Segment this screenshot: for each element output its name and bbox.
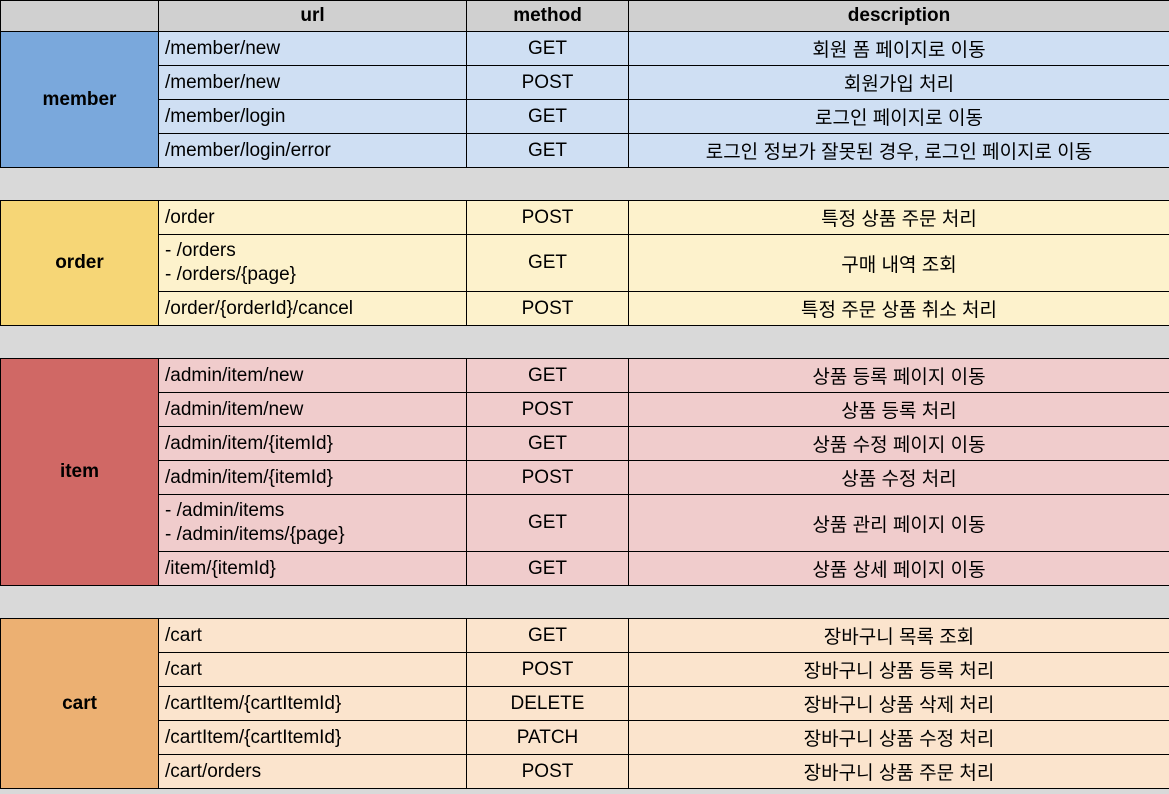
table-row: /admin/item/new POST 상품 등록 처리 [1, 392, 1169, 427]
url-cell: /cart [158, 652, 467, 687]
table-row: /admin/item/{itemId} POST 상품 수정 처리 [1, 460, 1169, 495]
method-cell: GET [466, 31, 629, 66]
method-cell: PATCH [466, 720, 629, 755]
description-cell: 장바구니 상품 삭제 처리 [628, 686, 1169, 721]
url-cell: - /orders - /orders/{page} [158, 234, 467, 292]
url-cell: /cartItem/{cartItemId} [158, 720, 467, 755]
method-cell: GET [466, 133, 629, 168]
table-row: /member/login GET 로그인 페이지로 이동 [1, 99, 1169, 134]
url-cell: /admin/item/{itemId} [158, 426, 467, 461]
method-cell: GET [466, 551, 629, 586]
description-cell: 장바구니 상품 등록 처리 [628, 652, 1169, 687]
table-row: /member/login/error GET 로그인 정보가 잘못된 경우, … [1, 133, 1169, 168]
description-cell: 상품 수정 페이지 이동 [628, 426, 1169, 461]
description-cell: 로그인 페이지로 이동 [628, 99, 1169, 134]
group-spacer [0, 325, 1169, 359]
description-cell: 상품 수정 처리 [628, 460, 1169, 495]
url-cell: /cartItem/{cartItemId} [158, 686, 467, 721]
url-cell: /member/new [158, 31, 467, 66]
group-label-cart: cart [0, 618, 159, 789]
description-cell: 구매 내역 조회 [628, 234, 1169, 292]
description-cell: 상품 등록 페이지 이동 [628, 358, 1169, 393]
url-cell: /cart [158, 618, 467, 653]
header-method: method [466, 0, 629, 32]
table-row: - /admin/items - /admin/items/{page} GET… [1, 494, 1169, 552]
table-row: /cart POST 장바구니 상품 등록 처리 [1, 652, 1169, 687]
method-cell: POST [466, 65, 629, 100]
description-cell: 상품 관리 페이지 이동 [628, 494, 1169, 552]
description-cell: 상품 상세 페이지 이동 [628, 551, 1169, 586]
method-cell: POST [466, 652, 629, 687]
table-row: /order/{orderId}/cancel POST 특정 주문 상품 취소… [1, 291, 1169, 326]
description-cell: 로그인 정보가 잘못된 경우, 로그인 페이지로 이동 [628, 133, 1169, 168]
description-cell: 장바구니 상품 주문 처리 [628, 754, 1169, 789]
table-row: - /orders - /orders/{page} GET 구매 내역 조회 [1, 234, 1169, 292]
url-cell: /admin/item/new [158, 392, 467, 427]
table-row: /cartItem/{cartItemId} DELETE 장바구니 상품 삭제… [1, 686, 1169, 721]
header-row: url method description [0, 0, 1169, 32]
table-row: /admin/item/{itemId} GET 상품 수정 페이지 이동 [1, 426, 1169, 461]
method-cell: GET [466, 358, 629, 393]
url-cell: /cart/orders [158, 754, 467, 789]
url-cell: /order/{orderId}/cancel [158, 291, 467, 326]
url-cell: /order [158, 200, 467, 235]
description-cell: 회원 폼 페이지로 이동 [628, 31, 1169, 66]
table-row: /cart/orders POST 장바구니 상품 주문 처리 [1, 754, 1169, 789]
url-line: - /orders/{page} [165, 264, 296, 285]
table-row: item /admin/item/new GET 상품 등록 페이지 이동 [0, 358, 1169, 586]
table-row: member /member/new GET 회원 폼 페이지로 이동 [0, 31, 1169, 168]
url-line: - /orders [165, 240, 236, 261]
header-url: url [158, 0, 467, 32]
url-cell: /admin/item/{itemId} [158, 460, 467, 495]
table-row: order /order POST 특정 상품 주문 처리 [0, 200, 1169, 326]
method-cell: GET [466, 494, 629, 552]
method-cell: GET [466, 618, 629, 653]
table-row: /member/new POST 회원가입 처리 [1, 65, 1169, 100]
table-row: cart /cart GET 장바구니 목록 조회 [0, 618, 1169, 789]
description-cell: 특정 주문 상품 취소 처리 [628, 291, 1169, 326]
url-cell: /member/login/error [158, 133, 467, 168]
table-row: /cartItem/{cartItemId} PATCH 장바구니 상품 수정 … [1, 720, 1169, 755]
method-cell: POST [466, 392, 629, 427]
url-cell: /admin/item/new [158, 358, 467, 393]
header-description: description [628, 0, 1169, 32]
url-line: - /admin/items/{page} [165, 524, 345, 545]
group-spacer [0, 585, 1169, 619]
group-label-item: item [0, 358, 159, 586]
url-cell: - /admin/items - /admin/items/{page} [158, 494, 467, 552]
method-cell: POST [466, 200, 629, 235]
description-cell: 장바구니 목록 조회 [628, 618, 1169, 653]
url-line: - /admin/items [165, 500, 285, 521]
method-cell: POST [466, 291, 629, 326]
method-cell: DELETE [466, 686, 629, 721]
group-spacer [0, 167, 1169, 201]
method-cell: POST [466, 754, 629, 789]
description-cell: 장바구니 상품 수정 처리 [628, 720, 1169, 755]
url-cell: /member/new [158, 65, 467, 100]
group-label-order: order [0, 200, 159, 326]
method-cell: GET [466, 426, 629, 461]
table-row: /item/{itemId} GET 상품 상세 페이지 이동 [1, 551, 1169, 586]
group-label-member: member [0, 31, 159, 168]
description-cell: 상품 등록 처리 [628, 392, 1169, 427]
url-cell: /item/{itemId} [158, 551, 467, 586]
description-cell: 특정 상품 주문 처리 [628, 200, 1169, 235]
method-cell: GET [466, 234, 629, 292]
header-group [0, 0, 159, 32]
url-cell: /member/login [158, 99, 467, 134]
method-cell: POST [466, 460, 629, 495]
description-cell: 회원가입 처리 [628, 65, 1169, 100]
method-cell: GET [466, 99, 629, 134]
